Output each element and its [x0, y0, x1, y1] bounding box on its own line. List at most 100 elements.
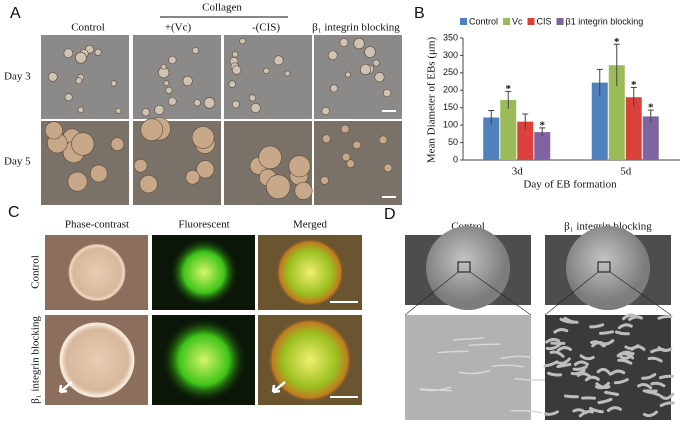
- texture: [657, 346, 673, 352]
- micrograph: [314, 121, 402, 205]
- texture: [458, 369, 491, 375]
- bar: [483, 117, 500, 160]
- texture: [604, 390, 620, 397]
- error-bar: [522, 113, 529, 130]
- embryoid-body: [352, 140, 362, 150]
- error-bar: [613, 43, 620, 87]
- embryoid-body: [168, 55, 177, 65]
- texture: [578, 410, 594, 418]
- embryoid-body: [75, 51, 87, 64]
- embryoid-body: [266, 174, 291, 199]
- texture: [579, 354, 595, 361]
- texture: [547, 371, 563, 377]
- embryoid-body: [44, 121, 63, 140]
- bar: [500, 100, 517, 160]
- bar: [534, 132, 551, 160]
- texture: [597, 397, 613, 405]
- group-label: Collagen: [202, 2, 242, 14]
- texture: [613, 378, 629, 385]
- texture: [545, 337, 561, 344]
- arrow: [58, 381, 73, 394]
- embryoid-body: [163, 80, 170, 86]
- embryoid-body: [193, 99, 201, 107]
- embryoid-body: [383, 163, 393, 173]
- embryoid-body: [263, 67, 270, 74]
- texture: [437, 350, 469, 354]
- x-tick-label: 3d: [512, 166, 524, 178]
- embryoid-body: [374, 72, 385, 83]
- embryoid-body: [89, 164, 108, 183]
- texture: [500, 355, 533, 360]
- texture: [606, 406, 622, 412]
- fluorescence: [276, 238, 344, 307]
- fluorescence: [268, 318, 352, 402]
- texture: [641, 373, 657, 380]
- texture: [573, 360, 589, 366]
- embryoid-body: [165, 86, 173, 94]
- embryoid-body: [64, 93, 73, 102]
- bar: [642, 116, 659, 160]
- texture: [614, 330, 630, 336]
- embryoid-body: [191, 126, 215, 149]
- embryoid-body: [231, 65, 242, 75]
- embryoid-body: [232, 51, 239, 58]
- legend-swatch: [556, 18, 564, 25]
- texture: [452, 337, 485, 341]
- y-tick-label: 50: [448, 137, 458, 147]
- embryoid-body: [154, 104, 165, 115]
- texture: [584, 375, 600, 382]
- embryoid-body: [341, 152, 351, 162]
- embryoid-body: [249, 94, 256, 102]
- embryoid-body: [48, 72, 58, 82]
- texture: [559, 317, 575, 324]
- inset-box: [597, 261, 611, 273]
- embryoid-body: [168, 97, 177, 106]
- embryoid-body: [196, 160, 215, 179]
- embryoid-body: [231, 100, 240, 109]
- error-bar: [630, 86, 637, 108]
- column-label: +(Vc): [165, 22, 192, 34]
- embryoid-body: [140, 118, 164, 141]
- texture: [555, 357, 571, 365]
- embryoid-body: [77, 106, 84, 113]
- texture: [659, 401, 675, 408]
- embryoid-body: [182, 75, 193, 86]
- panel-label: B: [414, 5, 425, 22]
- embryoid-body: [345, 71, 352, 78]
- fluorescence: [170, 238, 238, 307]
- embryoid-body: [160, 63, 167, 70]
- texture: [492, 364, 524, 368]
- embryoid-body: [228, 80, 236, 88]
- texture: [628, 315, 644, 321]
- embryoid-body: [327, 50, 338, 61]
- significance-mark: *: [631, 79, 637, 91]
- embryoid-body: [360, 63, 372, 75]
- row-label: β₁ integrin blocking: [30, 316, 42, 404]
- texture: [645, 390, 661, 397]
- texture: [610, 369, 626, 376]
- texture: [468, 343, 501, 347]
- texture: [576, 372, 592, 379]
- arrow: [271, 381, 286, 394]
- texture: [549, 350, 565, 358]
- embryoid-body: [59, 322, 135, 398]
- embryoid-body: [322, 134, 331, 144]
- texture: [514, 377, 547, 381]
- embryoid-body: [273, 55, 284, 66]
- legend-label: CIS: [537, 16, 552, 26]
- bar: [608, 65, 625, 160]
- error-bar: [596, 68, 603, 96]
- row-label: Control: [30, 255, 42, 289]
- texture: [553, 328, 569, 334]
- column-label: Merged: [293, 219, 328, 231]
- error-bar: [647, 109, 654, 123]
- embryoid-body: [250, 102, 261, 113]
- x-tick-label: 5d: [620, 166, 632, 178]
- texture: [589, 323, 605, 329]
- panel-label: D: [384, 206, 396, 223]
- texture: [637, 382, 653, 390]
- texture: [647, 356, 663, 363]
- embryoid-body: [288, 155, 311, 178]
- embryoid-body: [94, 48, 102, 56]
- texture: [557, 346, 573, 352]
